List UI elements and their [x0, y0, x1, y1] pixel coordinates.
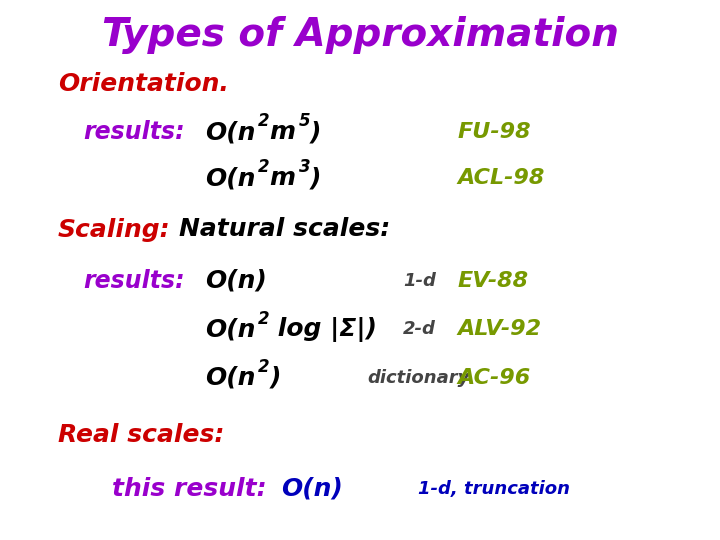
Text: 2: 2: [258, 112, 269, 131]
Text: Scaling:: Scaling:: [58, 218, 170, 241]
Text: FU-98: FU-98: [457, 122, 531, 143]
Text: ): ): [269, 366, 281, 390]
Text: this result:: this result:: [112, 477, 266, 501]
Text: ): ): [310, 166, 321, 190]
Text: O(n: O(n: [205, 318, 256, 341]
Text: results:: results:: [83, 269, 184, 293]
Text: AC-96: AC-96: [457, 368, 531, 388]
Text: O(n): O(n): [281, 477, 343, 501]
Text: 3: 3: [299, 158, 310, 177]
Text: 1-d: 1-d: [403, 272, 436, 290]
Text: 2-d: 2-d: [403, 320, 436, 339]
Text: log |Σ|): log |Σ|): [269, 317, 377, 342]
Text: EV-88: EV-88: [457, 271, 528, 291]
Text: Types of Approximation: Types of Approximation: [102, 16, 618, 54]
Text: Orientation.: Orientation.: [58, 72, 228, 96]
Text: m: m: [269, 120, 295, 144]
Text: 2: 2: [258, 309, 269, 328]
Text: m: m: [269, 166, 295, 190]
Text: 2: 2: [258, 358, 269, 376]
Text: ): ): [310, 120, 321, 144]
Text: 1-d, truncation: 1-d, truncation: [418, 480, 570, 498]
Text: O(n): O(n): [205, 269, 267, 293]
Text: O(n: O(n: [205, 166, 256, 190]
Text: ALV-92: ALV-92: [457, 319, 541, 340]
Text: results:: results:: [83, 120, 184, 144]
Text: 2: 2: [258, 158, 269, 177]
Text: 5: 5: [299, 112, 310, 131]
Text: Real scales:: Real scales:: [58, 423, 224, 447]
Text: Natural scales:: Natural scales:: [179, 218, 390, 241]
Text: dictionary: dictionary: [367, 369, 469, 387]
Text: O(n: O(n: [205, 120, 256, 144]
Text: O(n: O(n: [205, 366, 256, 390]
Text: ACL-98: ACL-98: [457, 168, 544, 188]
